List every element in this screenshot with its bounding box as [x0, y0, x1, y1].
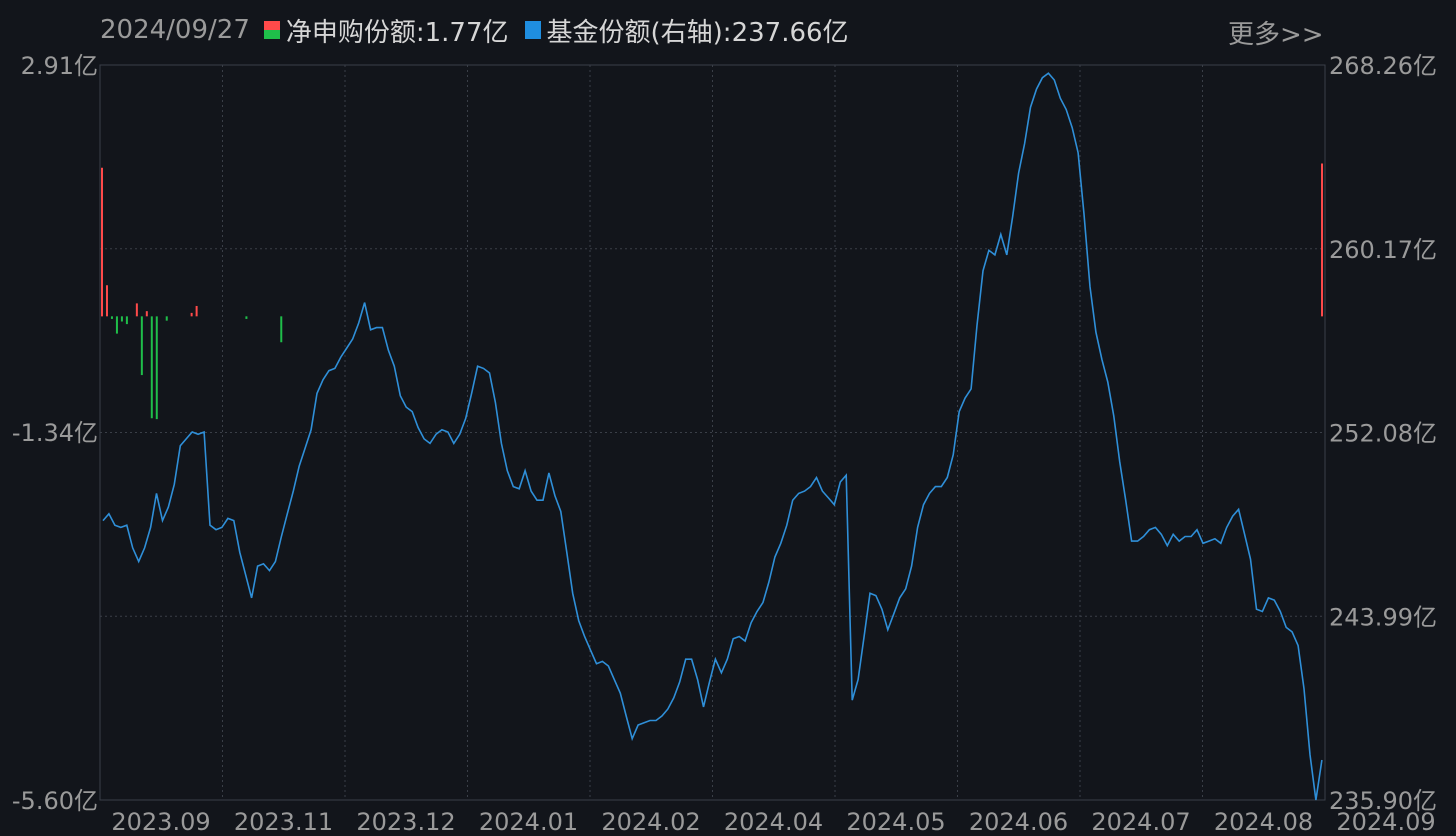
- x-axis-tick-label: 2024.02: [601, 808, 700, 836]
- x-axis-tick-label: 2023.09: [111, 808, 210, 836]
- right-axis-tick-label: 235.90亿: [1329, 787, 1437, 815]
- left-axis-tick-label: -5.60亿: [12, 787, 98, 815]
- grid: [99, 64, 1326, 801]
- x-axis-tick-label: 2024.06: [969, 808, 1068, 836]
- left-axis-tick-label: 2.91亿: [21, 52, 98, 80]
- right-axis-tick-label: 252.08亿: [1329, 420, 1437, 448]
- left-axis-tick-label: -1.34亿: [12, 419, 98, 447]
- fund-shares-label: 基金份额(右轴):237.66亿: [546, 17, 849, 48]
- right-axis-tick-label: 243.99亿: [1329, 603, 1437, 631]
- net-subscription-bars: [101, 163, 1324, 420]
- x-axis-tick-label: 2024.09: [1336, 808, 1435, 836]
- net-subscription-label: 净申购份额:1.77亿: [285, 17, 509, 48]
- x-axis-tick-label: 2024.04: [724, 808, 823, 836]
- x-axis-tick-label: 2024.05: [846, 808, 945, 836]
- fund-shares-series-line: [102, 72, 1323, 801]
- right-axis-tick-label: 268.26亿: [1329, 52, 1437, 80]
- more-link[interactable]: 更多>>: [1228, 20, 1324, 50]
- net-subscription-swatch: [263, 21, 280, 39]
- fund-shares-line: [102, 72, 1323, 801]
- right-axis-tick-label: 260.17亿: [1329, 236, 1437, 264]
- axes: 2.91亿 -1.34亿 -5.60亿 268.26亿 260.17亿 252.08亿 24…: [12, 52, 1437, 836]
- legend: 2024/09/27 净申购份额:1.77亿 基金份额(右轴):237.66亿: [100, 12, 849, 48]
- x-axis-tick-label: 2024.01: [479, 808, 578, 836]
- x-axis-tick-label: 2023.12: [356, 808, 455, 836]
- x-axis-tick-label: 2023.11: [234, 808, 333, 836]
- x-axis-tick-label: 2024.07: [1091, 808, 1190, 836]
- fund-shares-swatch: [524, 21, 541, 39]
- date-label: 2024/09/27: [100, 15, 250, 45]
- x-axis-tick-label: 2024.08: [1214, 808, 1313, 836]
